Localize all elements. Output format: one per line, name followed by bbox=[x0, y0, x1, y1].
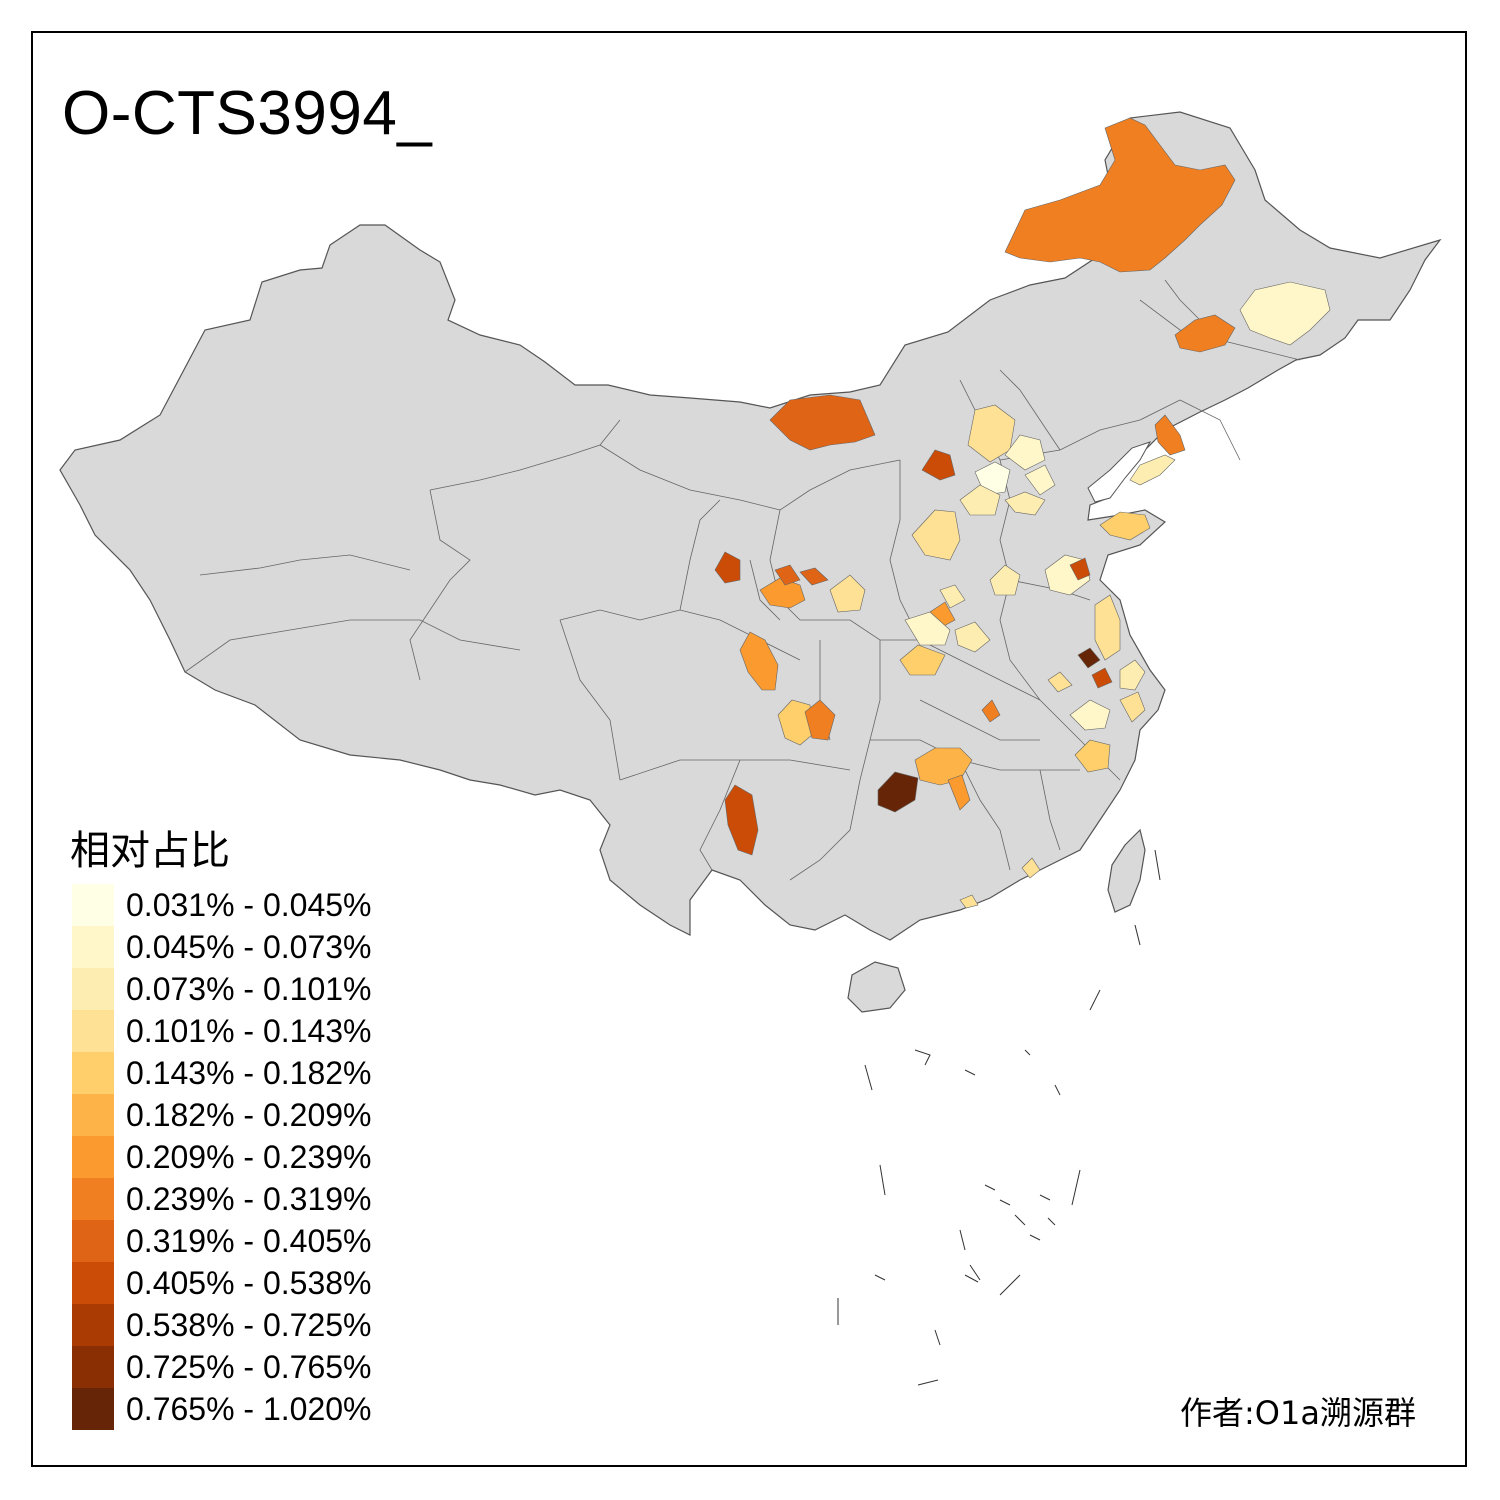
region-tangshan bbox=[1024, 464, 1056, 496]
region-shenyang bbox=[1154, 414, 1186, 456]
legend-swatch bbox=[72, 1052, 114, 1094]
legend-swatch bbox=[72, 1136, 114, 1178]
legend-label: 0.538% - 0.725% bbox=[126, 1306, 372, 1343]
region-harbin bbox=[1239, 281, 1331, 346]
legend-label: 0.319% - 0.405% bbox=[126, 1222, 372, 1259]
region-lianyungang bbox=[1069, 557, 1091, 581]
region-zhumadian bbox=[954, 621, 991, 653]
legend: 0.031% - 0.045% 0.045% - 0.073% 0.073% - 0… bbox=[72, 884, 372, 1430]
legend-swatch bbox=[72, 1220, 114, 1262]
legend-label: 0.725% - 0.765% bbox=[126, 1348, 372, 1385]
region-bayannur bbox=[769, 394, 876, 451]
region-hangzhou bbox=[1069, 699, 1111, 731]
legend-item: 0.239% - 0.319% bbox=[72, 1178, 372, 1220]
region-shijiazhuang bbox=[1004, 491, 1046, 516]
region-xian bbox=[829, 574, 866, 613]
legend-swatch bbox=[72, 926, 114, 968]
region-luoyang bbox=[939, 584, 966, 609]
legend-item: 0.073% - 0.101% bbox=[72, 968, 372, 1010]
region-zhangjiakou bbox=[967, 404, 1016, 463]
base-map bbox=[59, 111, 1442, 1013]
legend-swatch bbox=[72, 884, 114, 926]
region-chengde bbox=[1004, 434, 1046, 471]
region-wuhan-area bbox=[981, 699, 1001, 723]
region-changsha bbox=[914, 747, 973, 786]
region-pingliang bbox=[799, 567, 829, 586]
region-hohhot bbox=[921, 449, 956, 481]
legend-title: 相对占比 bbox=[70, 828, 230, 874]
legend-item: 0.045% - 0.073% bbox=[72, 926, 372, 968]
legend-label: 0.143% - 0.182% bbox=[126, 1054, 372, 1091]
legend-label: 0.405% - 0.538% bbox=[126, 1264, 372, 1301]
legend-item: 0.538% - 0.725% bbox=[72, 1304, 372, 1346]
region-baoding bbox=[959, 484, 1001, 516]
legend-label: 0.031% - 0.045% bbox=[126, 886, 372, 923]
legend-label: 0.045% - 0.073% bbox=[126, 928, 372, 965]
region-xining bbox=[714, 551, 741, 584]
legend-swatch bbox=[72, 1304, 114, 1346]
map-title: O-CTS3994_ bbox=[62, 79, 433, 148]
legend-item: 0.101% - 0.143% bbox=[72, 1010, 372, 1052]
region-qingdao bbox=[1099, 511, 1151, 541]
region-taiyuan bbox=[911, 509, 961, 561]
legend-swatch bbox=[72, 1094, 114, 1136]
region-tianshui bbox=[774, 564, 801, 586]
region-suzhou bbox=[1119, 659, 1146, 691]
region-zhuzhou bbox=[947, 774, 971, 811]
legend-item: 0.031% - 0.045% bbox=[72, 884, 372, 926]
region-shantou bbox=[1021, 857, 1041, 879]
legend-swatch bbox=[72, 1346, 114, 1388]
legend-item: 0.319% - 0.405% bbox=[72, 1220, 372, 1262]
region-nanyang bbox=[904, 611, 951, 646]
legend-swatch bbox=[72, 1388, 114, 1430]
region-ganzi bbox=[739, 631, 779, 691]
region-lijiang bbox=[724, 784, 759, 856]
region-xiangyang bbox=[899, 644, 946, 676]
region-hefei bbox=[1077, 647, 1101, 669]
region-jinhua bbox=[1074, 739, 1111, 773]
legend-item: 0.765% - 1.020% bbox=[72, 1388, 372, 1430]
legend-item: 0.725% - 0.765% bbox=[72, 1346, 372, 1388]
legend-swatch bbox=[72, 1010, 114, 1052]
south-sea-islands bbox=[837, 849, 1161, 1386]
region-nanjing bbox=[1091, 667, 1113, 689]
region-xuzhou bbox=[989, 564, 1021, 596]
region-wuhu bbox=[1047, 671, 1073, 693]
region-leshan bbox=[804, 699, 836, 741]
hainan-island bbox=[847, 961, 906, 1013]
region-ningbo bbox=[1119, 691, 1146, 723]
region-dalian bbox=[1129, 454, 1176, 486]
legend-label: 0.209% - 0.239% bbox=[126, 1138, 372, 1175]
region-qiqihar bbox=[1174, 314, 1236, 353]
taiwan-island bbox=[1107, 828, 1146, 913]
legend-item: 0.143% - 0.182% bbox=[72, 1052, 372, 1094]
legend-item: 0.209% - 0.239% bbox=[72, 1136, 372, 1178]
legend-label: 0.101% - 0.143% bbox=[126, 1012, 372, 1049]
region-yancheng bbox=[1094, 594, 1121, 661]
legend-swatch bbox=[72, 1178, 114, 1220]
legend-item: 0.405% - 0.538% bbox=[72, 1262, 372, 1304]
bohai-sea bbox=[1087, 441, 1152, 503]
region-shenzhen bbox=[959, 894, 979, 909]
legend-swatch bbox=[72, 1262, 114, 1304]
region-huaihua bbox=[877, 771, 919, 813]
legend-label: 0.765% - 1.020% bbox=[126, 1390, 372, 1427]
legend-swatch bbox=[72, 968, 114, 1010]
data-regions bbox=[714, 117, 1331, 909]
legend-label: 0.239% - 0.319% bbox=[126, 1180, 372, 1217]
legend-label: 0.182% - 0.209% bbox=[126, 1096, 372, 1133]
legend-item: 0.182% - 0.209% bbox=[72, 1094, 372, 1136]
legend-label: 0.073% - 0.101% bbox=[126, 970, 372, 1007]
author-credit: 作者:O1a溯源群 bbox=[1180, 1394, 1416, 1432]
region-hulunbuir bbox=[1004, 117, 1236, 273]
